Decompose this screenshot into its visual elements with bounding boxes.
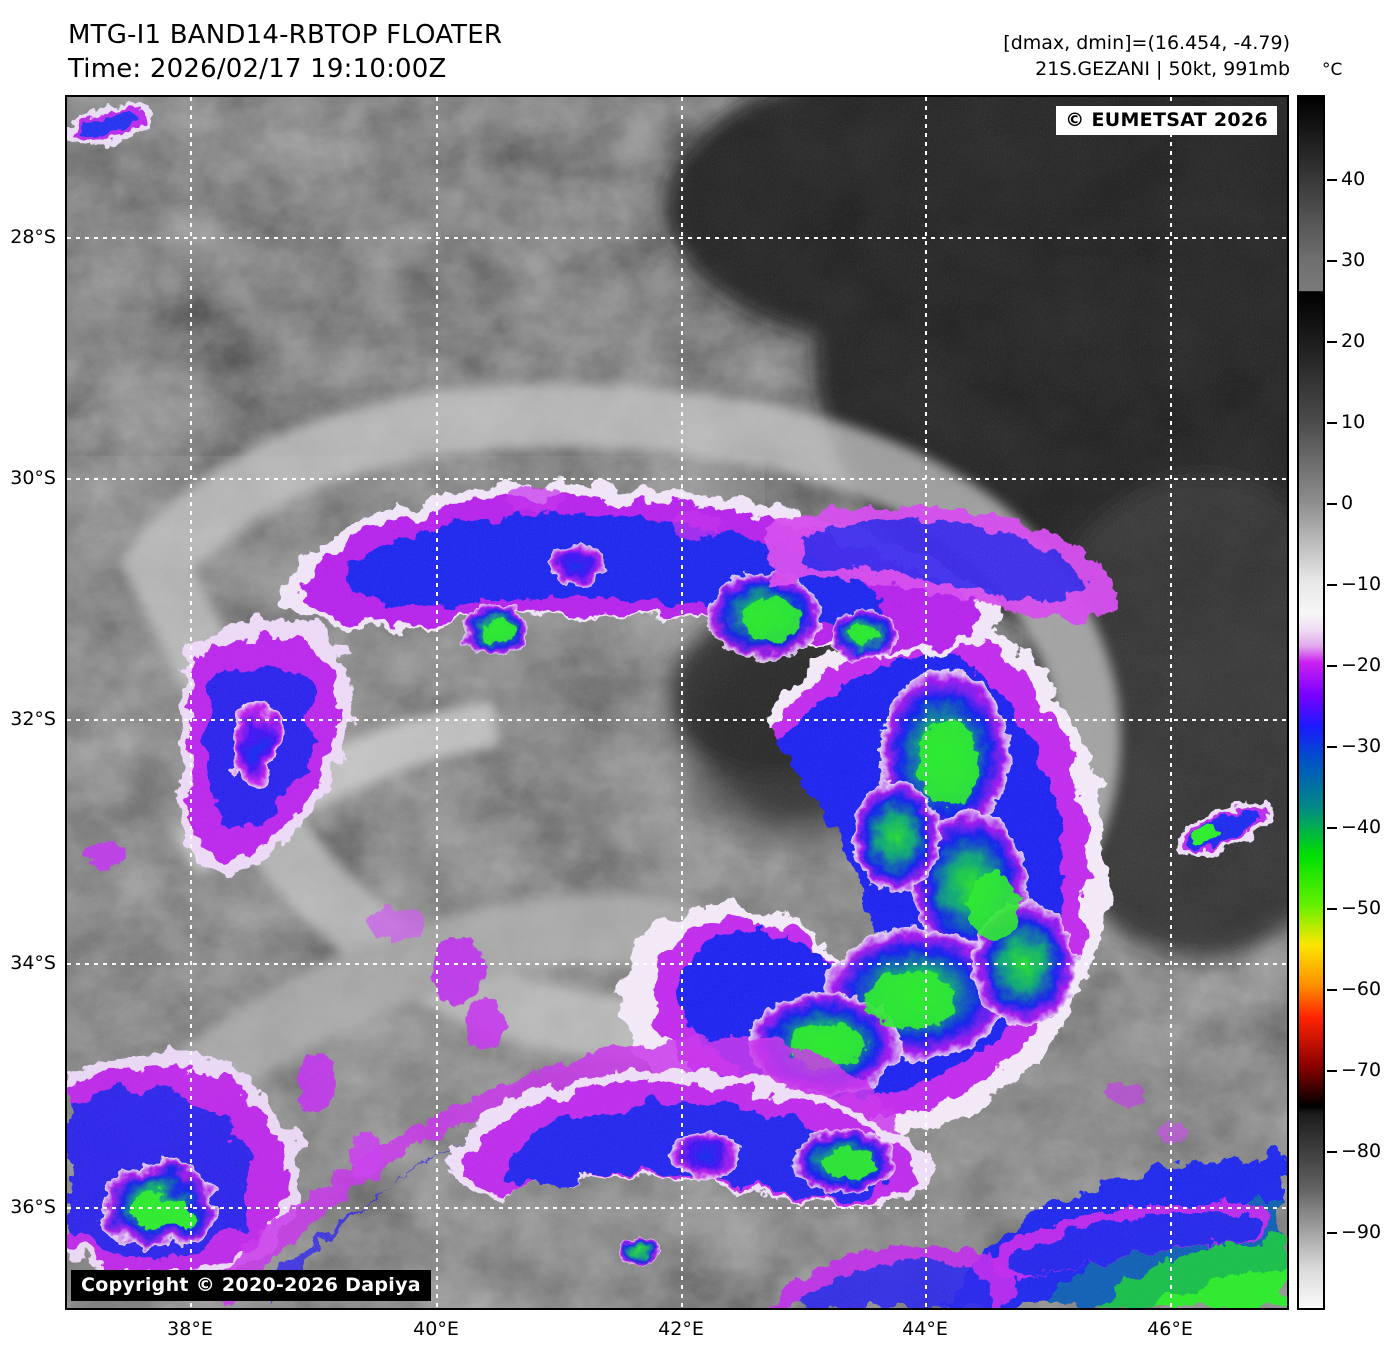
- colorbar-unit-label: °C: [1322, 60, 1343, 80]
- colorbar-label-m10: −10: [1341, 573, 1382, 595]
- colorbar-label-10: 10: [1341, 411, 1366, 433]
- colorbar-tick-m10: [1327, 584, 1337, 586]
- lat-label-36s: 36°S: [10, 1196, 56, 1218]
- colorbar-tick-m80: [1327, 1151, 1337, 1153]
- gridline-lat-36: [67, 1207, 1287, 1209]
- colorbar-label-40: 40: [1341, 168, 1366, 190]
- colorbar-tick-40: [1327, 179, 1337, 181]
- colorbar-tick-m70: [1327, 1070, 1337, 1072]
- product-title: MTG-I1 BAND14-RBTOP FLOATER: [68, 20, 503, 50]
- dminmax-label: [dmax, dmin]=(16.454, -4.79): [1003, 32, 1290, 54]
- gridline-lat-34: [67, 963, 1287, 965]
- gridline-lon-40: [436, 97, 438, 1308]
- timestamp-label: Time: 2026/02/17 19:10:00Z: [68, 54, 447, 84]
- lon-label-42e: 42°E: [658, 1318, 704, 1340]
- colorbar-label-m60: −60: [1341, 978, 1382, 1000]
- lat-label-34s: 34°S: [10, 952, 56, 974]
- colorbar-tick-0: [1327, 503, 1337, 505]
- colorbar-label-m40: −40: [1341, 816, 1382, 838]
- colorbar-tick-m40: [1327, 827, 1337, 829]
- lat-label-30s: 30°S: [10, 467, 56, 489]
- gridline-lat-30: [67, 478, 1287, 480]
- satellite-image-plot[interactable]: © EUMETSAT 2026 Copyright © 2020-2026 Da…: [65, 95, 1289, 1310]
- header-title-block: MTG-I1 BAND14-RBTOP FLOATER Time: 2026/0…: [68, 18, 502, 86]
- colorbar-gradient: [1299, 97, 1323, 1308]
- colorbar-label-0: 0: [1341, 492, 1354, 514]
- gridline-lon-38: [190, 97, 192, 1308]
- colorbar-tick-30: [1327, 260, 1337, 262]
- colorbar-label-m20: −20: [1341, 654, 1382, 676]
- colorbar-label-30: 30: [1341, 249, 1366, 271]
- lon-label-38e: 38°E: [167, 1318, 213, 1340]
- satellite-imagery-canvas: [67, 97, 1287, 1308]
- dapiya-copyright-badge: Copyright © 2020-2026 Dapiya: [71, 1270, 431, 1301]
- lat-label-28s: 28°S: [10, 226, 56, 248]
- gridline-lat-32: [67, 719, 1287, 721]
- lon-label-46e: 46°E: [1147, 1318, 1193, 1340]
- colorbar-label-m90: −90: [1341, 1221, 1382, 1243]
- gridline-lat-28: [67, 237, 1287, 239]
- lat-label-32s: 32°S: [10, 708, 56, 730]
- colorbar-label-m50: −50: [1341, 897, 1382, 919]
- colorbar-label-m80: −80: [1341, 1140, 1382, 1162]
- storm-info-label: 21S.GEZANI | 50kt, 991mb: [1035, 58, 1290, 80]
- colorbar-tick-m60: [1327, 989, 1337, 991]
- lon-label-40e: 40°E: [413, 1318, 459, 1340]
- colorbar-label-m30: −30: [1341, 735, 1382, 757]
- gridline-lon-46: [1170, 97, 1172, 1308]
- colorbar-label-m70: −70: [1341, 1059, 1382, 1081]
- colorbar-tick-m90: [1327, 1232, 1337, 1234]
- header-meta-block: [dmax, dmin]=(16.454, -4.79) 21S.GEZANI …: [1003, 30, 1290, 82]
- colorbar-tick-10: [1327, 422, 1337, 424]
- colorbar-tick-m30: [1327, 746, 1337, 748]
- colorbar-tick-m20: [1327, 665, 1337, 667]
- colorbar-tick-m50: [1327, 908, 1337, 910]
- gridline-lon-44: [925, 97, 927, 1308]
- colorbar-tick-20: [1327, 341, 1337, 343]
- temperature-colorbar[interactable]: [1297, 95, 1325, 1310]
- gridline-lon-42: [681, 97, 683, 1308]
- lon-label-44e: 44°E: [902, 1318, 948, 1340]
- eumetsat-credit-badge: © EUMETSAT 2026: [1056, 106, 1277, 135]
- colorbar-label-20: 20: [1341, 330, 1366, 352]
